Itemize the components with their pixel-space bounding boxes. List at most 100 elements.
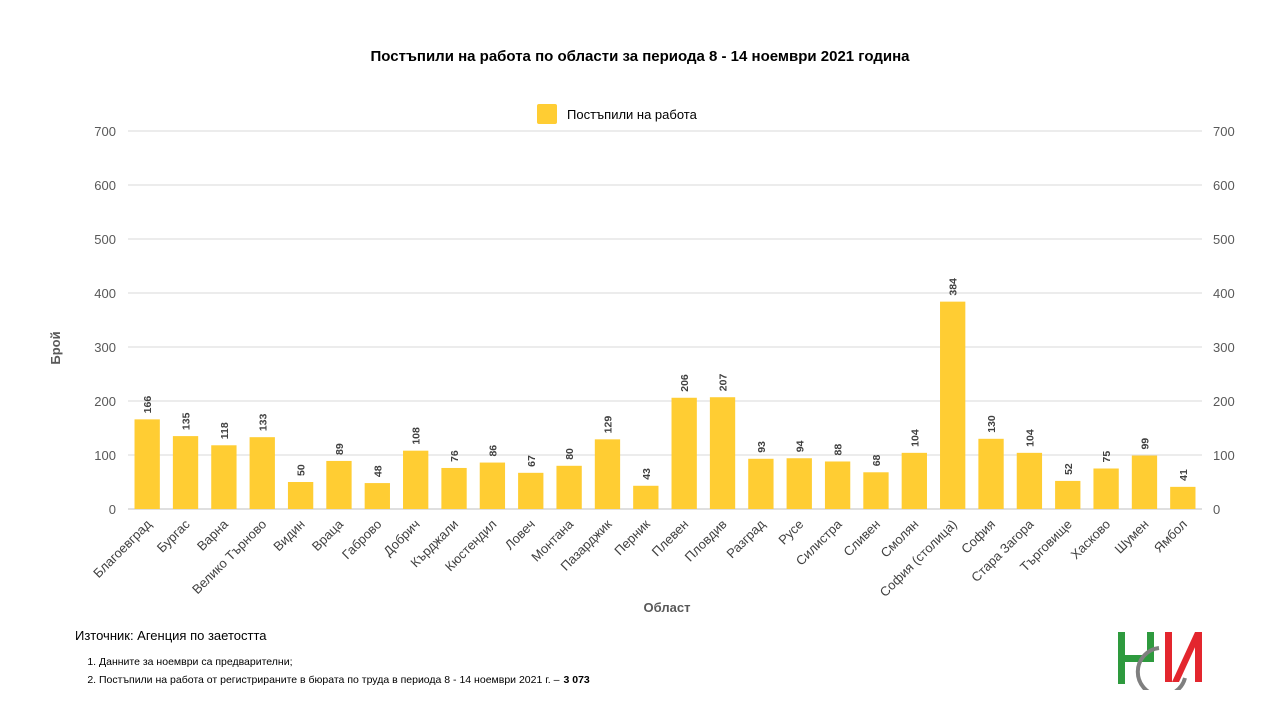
gridlines xyxy=(128,130,1202,510)
data-labels: 166 135 118 133 50 89 48 108 76 86 67 80 129 43 206 207… xyxy=(142,278,1190,481)
data-label: 41 xyxy=(1178,469,1190,481)
bar xyxy=(364,483,390,509)
data-label: 89 xyxy=(334,443,346,455)
data-label: 130 xyxy=(986,415,998,433)
bar xyxy=(1131,455,1158,509)
bar xyxy=(1055,480,1081,509)
data-label: 384 xyxy=(948,278,960,296)
data-label: 67 xyxy=(526,455,538,467)
y-tick-label: 200 xyxy=(94,394,116,409)
y-tick-label-right: 0 xyxy=(1213,502,1220,517)
x-tick-label: Хасково xyxy=(1068,517,1114,563)
y-tick-label: 0 xyxy=(109,502,116,517)
bar xyxy=(287,482,314,509)
y-tick-label-right: 100 xyxy=(1213,448,1235,463)
x-tick-label: Разград xyxy=(723,516,768,561)
bar xyxy=(479,462,506,509)
data-label: 207 xyxy=(718,374,730,392)
x-tick-label: Бургас xyxy=(154,516,193,555)
bar xyxy=(901,452,927,509)
y-tick-label: 700 xyxy=(94,124,116,139)
logo-red-stroke-2 xyxy=(1195,632,1202,682)
x-tick-label: Благоевград xyxy=(90,516,155,581)
logo-gray-arc xyxy=(1135,646,1187,690)
nsi-logo-icon xyxy=(1118,632,1202,690)
bar xyxy=(633,485,659,509)
x-tick-label: Видин xyxy=(270,517,307,554)
total-value: 3 073 xyxy=(563,674,590,686)
footnote-2: Постъпили на работа от регистрираните в … xyxy=(99,671,590,689)
bar xyxy=(824,461,851,509)
bar xyxy=(172,436,199,509)
y-tick-label: 300 xyxy=(94,340,116,355)
data-label: 99 xyxy=(1139,438,1151,450)
y-axis-right: 0 100 200 300 400 500 600 700 xyxy=(1213,124,1235,517)
x-axis-title: Област xyxy=(644,600,691,615)
y-tick-label-right: 500 xyxy=(1213,232,1235,247)
data-label: 48 xyxy=(372,465,384,477)
logo-red-diagonal xyxy=(1172,632,1202,682)
logo-green-stem xyxy=(1147,632,1154,662)
x-tick-label: Пловдив xyxy=(682,516,730,564)
y-tick-label: 100 xyxy=(94,448,116,463)
data-label: 129 xyxy=(602,416,614,434)
data-label: 94 xyxy=(794,440,806,452)
data-label: 88 xyxy=(833,444,845,456)
x-tick-label: Ямбол xyxy=(1151,517,1190,556)
x-tick-label: Русе xyxy=(775,517,806,548)
x-tick-label: Сливен xyxy=(840,517,883,560)
x-tick-label: Ловеч xyxy=(502,517,538,553)
bar xyxy=(1170,486,1196,509)
data-label: 43 xyxy=(641,468,653,480)
bar-chart: Постъпили на работа по области за период… xyxy=(48,48,1235,615)
legend: Постъпили на работа xyxy=(537,104,698,124)
legend-swatch xyxy=(537,104,557,124)
data-label: 166 xyxy=(142,396,154,414)
bar xyxy=(518,472,544,509)
bar xyxy=(441,467,467,509)
y-tick-label: 400 xyxy=(94,286,116,301)
bar xyxy=(211,445,237,509)
bar xyxy=(403,450,429,509)
bar xyxy=(978,438,1004,509)
y-axis-title: Брой xyxy=(48,331,63,364)
bar xyxy=(940,301,966,509)
data-label: 206 xyxy=(679,374,691,392)
bar xyxy=(249,437,275,509)
bar xyxy=(594,439,621,509)
data-label: 68 xyxy=(871,454,883,466)
data-label: 104 xyxy=(909,429,921,447)
bar xyxy=(1016,452,1043,509)
footer: Източник: Агенция по заетостта Данните з… xyxy=(75,628,590,689)
y-tick-label-right: 200 xyxy=(1213,394,1235,409)
logo-green-crossbar xyxy=(1118,655,1154,662)
y-axis-left: 0 100 200 300 400 500 600 700 xyxy=(94,124,116,517)
y-tick-label-right: 300 xyxy=(1213,340,1235,355)
bar xyxy=(863,472,889,509)
legend-label: Постъпили на работа xyxy=(567,107,698,122)
bars xyxy=(134,301,1196,509)
data-label: 86 xyxy=(487,445,499,457)
data-label: 108 xyxy=(411,427,423,445)
footnotes: Данните за ноември са предварителни; Пос… xyxy=(75,653,590,689)
y-tick-label-right: 600 xyxy=(1213,178,1235,193)
bar xyxy=(556,465,582,509)
data-label: 93 xyxy=(756,441,768,453)
logo-red-stroke-1 xyxy=(1165,632,1172,682)
footnote-1-text: Данните за ноември са предварителни; xyxy=(99,656,293,668)
data-label: 104 xyxy=(1024,429,1036,447)
bar xyxy=(709,397,736,509)
data-label: 133 xyxy=(257,414,269,432)
footnote-2-text: Постъпили на работа от регистрираните в … xyxy=(99,674,560,686)
bar xyxy=(748,458,774,509)
source-note: Източник: Агенция по заетостта xyxy=(75,628,267,643)
data-label: 76 xyxy=(449,450,461,462)
y-tick-label: 600 xyxy=(94,178,116,193)
bar xyxy=(1093,468,1119,509)
bar xyxy=(134,419,160,509)
bar xyxy=(326,460,352,509)
data-label: 50 xyxy=(296,464,308,476)
data-label: 75 xyxy=(1101,451,1113,463)
chart-title: Постъпили на работа по области за период… xyxy=(371,48,911,65)
